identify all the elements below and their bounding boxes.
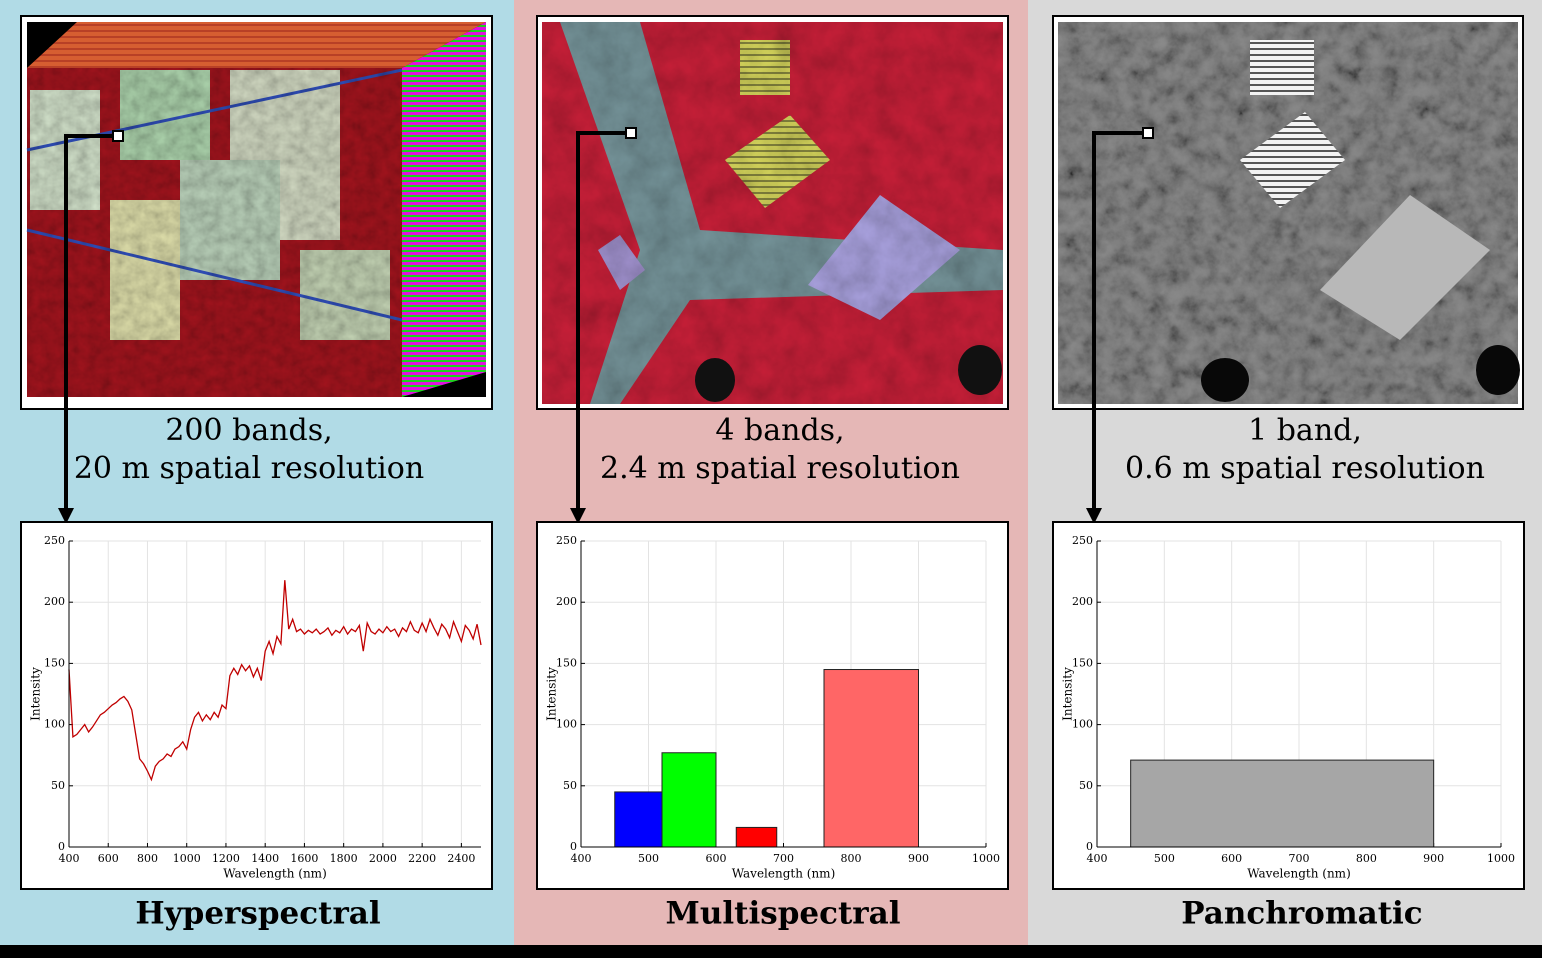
- x-tick-label: 800: [841, 852, 862, 865]
- x-tick-label: 900: [1423, 852, 1444, 865]
- panchromatic-image: [1052, 15, 1524, 410]
- spectrum-line: [68, 580, 482, 782]
- y-tick-label: 200: [44, 595, 65, 608]
- y-axis-label: Intensity: [545, 667, 559, 721]
- y-tick-label: 0: [58, 840, 65, 853]
- x-tick-label: 1400: [251, 852, 279, 865]
- y-tick-label: 200: [1072, 595, 1093, 608]
- caption: 2.4 m spatial resolution: [600, 451, 960, 486]
- hyperspectral-cube: [20, 15, 493, 410]
- x-tick-label: 1600: [290, 852, 318, 865]
- plot-area: [69, 541, 481, 847]
- y-tick-label: 0: [1086, 840, 1093, 853]
- x-tick-label: 2000: [369, 852, 397, 865]
- x-tick-label: 800: [137, 852, 158, 865]
- y-tick-label: 150: [556, 656, 577, 669]
- x-tick-label: 500: [638, 852, 659, 865]
- y-tick-label: 50: [51, 779, 65, 792]
- x-tick-label: 1800: [330, 852, 358, 865]
- y-tick-label: 100: [44, 718, 65, 731]
- x-tick-label: 1200: [212, 852, 240, 865]
- bottom-bar: [0, 945, 1542, 958]
- x-tick-label: 500: [1154, 852, 1175, 865]
- y-tick-label: 100: [1072, 718, 1093, 731]
- panel-title: Panchromatic: [1181, 896, 1422, 932]
- pointer: [58, 127, 1154, 524]
- panel-title: Multispectral: [666, 896, 901, 932]
- x-tick-label: 1000: [173, 852, 201, 865]
- y-tick-label: 250: [556, 534, 577, 547]
- bar: [1130, 759, 1435, 848]
- bar: [735, 826, 778, 848]
- x-tick-label: 2200: [408, 852, 436, 865]
- x-tick-label: 1000: [1487, 852, 1515, 865]
- x-tick-label: 1000: [972, 852, 1000, 865]
- x-tick-label: 400: [59, 852, 80, 865]
- caption: 1 band,: [1248, 413, 1362, 448]
- y-axis-label: Intensity: [29, 667, 43, 721]
- y-tick-label: 250: [1072, 534, 1093, 547]
- y-tick-label: 250: [44, 534, 65, 547]
- y-tick-label: 50: [563, 779, 577, 792]
- caption: 0.6 m spatial resolution: [1125, 451, 1485, 486]
- x-tick-label: 900: [908, 852, 929, 865]
- caption: 20 m spatial resolution: [74, 451, 424, 486]
- x-tick-label: 400: [1087, 852, 1108, 865]
- bar: [823, 669, 919, 848]
- bar: [661, 752, 717, 848]
- y-tick-label: 150: [1072, 656, 1093, 669]
- x-tick-label: 600: [706, 852, 727, 865]
- x-axis-label: Wavelength (nm): [732, 867, 836, 881]
- x-tick-label: 800: [1356, 852, 1377, 865]
- y-tick-label: 150: [44, 656, 65, 669]
- x-tick-label: 600: [1221, 852, 1242, 865]
- x-tick-label: 700: [773, 852, 794, 865]
- y-tick-label: 50: [1079, 779, 1093, 792]
- y-axis-label: Intensity: [1061, 667, 1075, 721]
- x-axis-label: Wavelength (nm): [223, 867, 327, 881]
- y-tick-label: 200: [556, 595, 577, 608]
- x-axis-label: Wavelength (nm): [1247, 867, 1351, 881]
- caption: 200 bands,: [165, 413, 332, 448]
- x-tick-label: 400: [571, 852, 592, 865]
- x-tick-label: 2400: [447, 852, 475, 865]
- y-tick-label: 100: [556, 718, 577, 731]
- caption: 4 bands,: [715, 413, 844, 448]
- panel-title: Hyperspectral: [135, 896, 380, 932]
- x-tick-label: 600: [98, 852, 119, 865]
- bar: [614, 791, 663, 848]
- x-tick-label: 700: [1289, 852, 1310, 865]
- y-tick-label: 0: [570, 840, 577, 853]
- multispectral-image: [536, 15, 1009, 410]
